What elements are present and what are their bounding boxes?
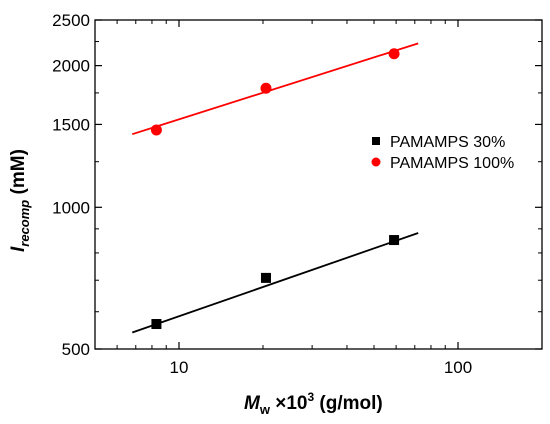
- y-tick-label: 2500: [52, 11, 90, 30]
- data-point-series-2-3: [388, 48, 400, 60]
- plot-frame: [94, 19, 543, 350]
- y-tick-label: 1000: [52, 198, 90, 217]
- data-point-series-2-1: [150, 124, 162, 136]
- legend: PAMAMPS 30% PAMAMPS 100%: [371, 134, 514, 172]
- axes-layer: 500 1000 1500 2000 2500 10 100: [52, 11, 543, 377]
- fit-lines-layer: [131, 42, 419, 334]
- legend-marker-square: [372, 137, 380, 145]
- data-point-series-1-2: [260, 272, 271, 283]
- data-point-series-2-2: [260, 82, 272, 94]
- y-tick-label: 1500: [52, 115, 90, 134]
- data-points-layer: [150, 48, 400, 330]
- fit-line-series-2: [131, 42, 419, 136]
- x-tick-label: 10: [170, 358, 189, 377]
- data-point-series-1-1: [151, 319, 162, 330]
- legend-label-series-2: PAMAMPS 100%: [390, 155, 514, 172]
- legend-label-series-1: PAMAMPS 30%: [390, 134, 505, 151]
- data-point-series-1-3: [389, 235, 400, 246]
- legend-marker-circle: [371, 157, 381, 167]
- y-tick-label: 2000: [52, 57, 90, 76]
- y-tick-label: 500: [62, 340, 90, 359]
- y-axis-title: Irecomp (mM): [8, 149, 32, 252]
- fit-line-series-1: [131, 232, 419, 334]
- x-tick-label: 100: [444, 358, 472, 377]
- x-axis-title: Mw ×103 (g/mol): [244, 390, 383, 417]
